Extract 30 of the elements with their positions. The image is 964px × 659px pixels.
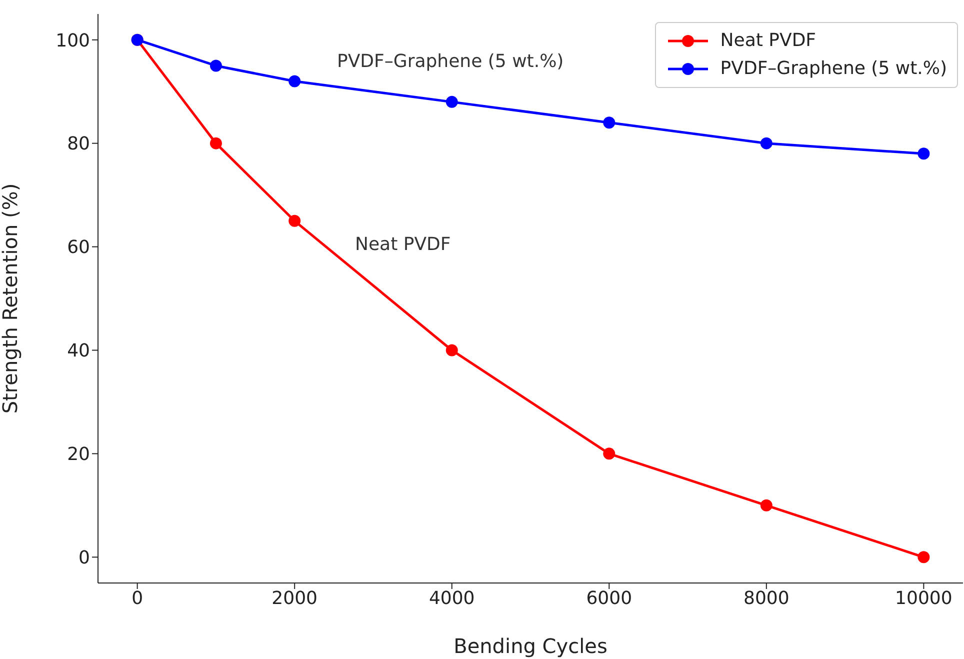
point (210, 60, 222, 72)
point (918, 551, 930, 564)
x-tick-label: 2000 (272, 588, 318, 609)
point (918, 148, 930, 160)
point (288, 214, 301, 227)
point (760, 499, 772, 512)
annotation: PVDF–Graphene (5 wt.%) (337, 50, 564, 72)
y-tick-label: 60 (67, 237, 90, 258)
y-tick-label: 100 (56, 30, 90, 52)
x-tick-label: 4000 (428, 588, 475, 609)
point (446, 96, 458, 108)
point (210, 137, 222, 150)
x-tick-label: 0 (132, 588, 144, 609)
point (603, 448, 616, 460)
y-tick-label: 20 (67, 444, 90, 466)
legend-label: Neat PVDF (720, 29, 816, 53)
legend-label: PVDF–Graphene (5 wt.%) (720, 57, 947, 81)
point (760, 137, 772, 150)
y-tick-label: 0 (78, 548, 90, 569)
annotation: Neat PVDF (355, 234, 451, 255)
y-axis-title: Strength Retention (%) (0, 183, 22, 414)
x-tick-label: 8000 (744, 588, 790, 609)
x-tick-label: 10000 (895, 588, 952, 609)
point (446, 344, 458, 356)
point (603, 116, 616, 129)
point (288, 75, 301, 88)
y-tick-label: 80 (67, 134, 90, 155)
y-tick-label: 40 (67, 340, 90, 362)
x-axis-title: Bending Cycles (454, 634, 608, 658)
x-tick-label: 6000 (586, 588, 632, 609)
